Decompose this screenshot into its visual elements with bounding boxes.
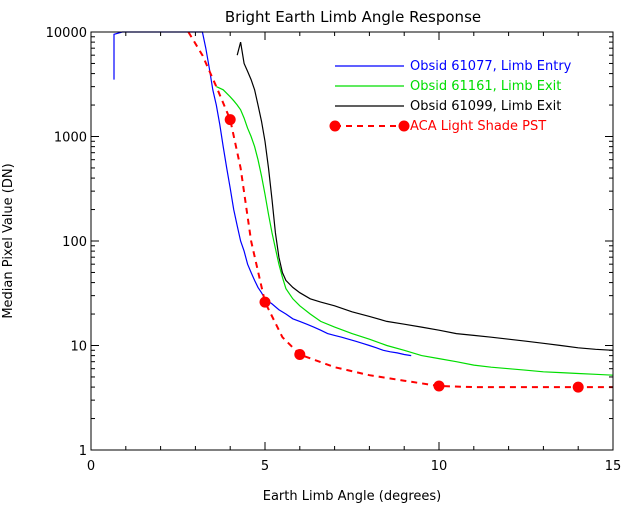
series-marker-4 — [572, 381, 584, 393]
legend-label: ACA Light Shade PST — [410, 119, 546, 134]
legend-marker — [329, 120, 341, 132]
y-tick-label: 100 — [62, 235, 87, 250]
x-tick-label: 5 — [261, 459, 269, 474]
series-marker-4 — [224, 114, 236, 126]
legend-marker — [398, 120, 410, 132]
series-line-3 — [236, 41, 614, 351]
series-marker-4 — [294, 349, 306, 361]
series-line-4 — [187, 31, 613, 389]
series-marker-4 — [259, 296, 271, 308]
series-marker-4 — [433, 380, 445, 392]
x-tick-label: 15 — [605, 459, 622, 474]
y-tick-label: 10000 — [46, 26, 87, 41]
chart-title: Bright Earth Limb Angle Response — [225, 8, 481, 26]
series-line-2 — [216, 86, 614, 376]
y-axis-label: Median Pixel Value (DN) — [1, 163, 16, 318]
axes: 0 5 10 15 1 10 100 1000 10000 — [46, 26, 622, 474]
x-tick-label: 0 — [87, 459, 95, 474]
legend-label: Obsid 61077, Limb Entry — [410, 59, 572, 74]
y-tick-label: 1 — [79, 444, 87, 459]
y-tick-label: 10 — [70, 340, 87, 355]
legend: Obsid 61077, Limb Entry Obsid 61161, Limb… — [329, 59, 572, 134]
x-tick-label: 10 — [431, 459, 448, 474]
legend-label: Obsid 61161, Limb Exit — [410, 79, 561, 94]
legend-label: Obsid 61099, Limb Exit — [410, 99, 561, 114]
x-axis-label: Earth Limb Angle (degrees) — [263, 489, 442, 504]
y-tick-label: 1000 — [54, 131, 87, 146]
plot-series — [113, 31, 614, 393]
